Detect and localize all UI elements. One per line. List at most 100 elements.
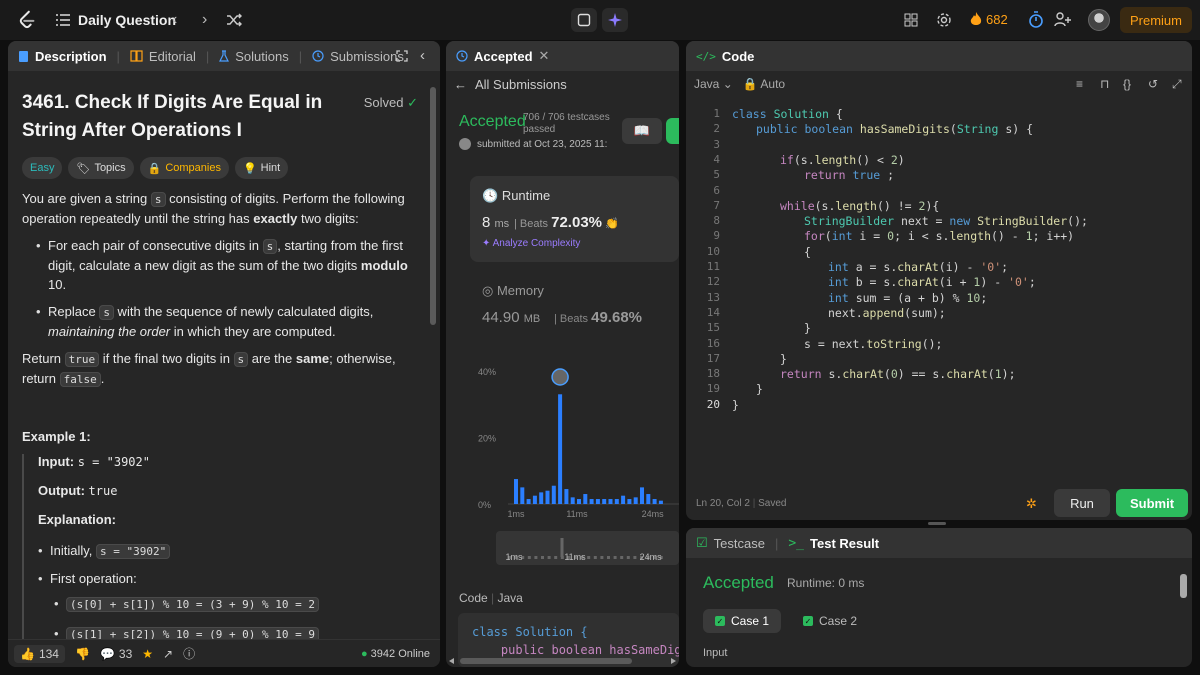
line-number: 12 [706,275,720,289]
settings-gear-icon[interactable] [936,12,952,28]
code-line[interactable]: } [732,397,739,412]
brush-bar [626,556,630,559]
leetcode-logo-icon[interactable] [16,9,38,31]
premium-button[interactable]: Premium [1120,7,1192,33]
format-icon[interactable]: ≡ [1076,77,1084,91]
hint-tag[interactable]: 💡 Hint [234,157,289,179]
case-2-tab[interactable]: ✓ Case 2 [803,614,858,628]
difficulty-tag[interactable]: Easy [22,157,63,179]
memory-value: 44.90 MB [482,309,541,326]
example-explanation-label: Explanation: [38,512,117,527]
code-line[interactable]: class Solution { [732,107,843,121]
tab-description[interactable]: Description [35,48,107,64]
tab-test-result[interactable]: Test Result [810,535,880,551]
braces-icon[interactable]: {} [1123,77,1132,91]
language-select[interactable]: Java ⌄ [694,77,733,91]
code-line[interactable]: } [804,321,811,336]
tab-submissions[interactable]: Submissions [330,48,404,64]
code-line[interactable]: return s.charAt(0) == s.charAt(1); [780,367,1016,382]
line-number: 1 [713,107,720,120]
code-line[interactable]: int a = s.charAt(i) - '0'; [828,260,1009,274]
problem-list-button[interactable]: Daily Question [56,12,176,28]
line-number: 7 [713,198,720,212]
code-line[interactable]: int sum = (a + b) % 10; [828,290,988,305]
share-icon[interactable]: ↗ [163,646,174,661]
code-line[interactable]: } [756,382,763,397]
tab-code[interactable]: Code [721,48,755,64]
dislike-button[interactable]: 👎 [75,647,90,661]
tab-editorial[interactable]: Editorial [148,48,196,64]
horizontal-scrollbar[interactable] [446,655,679,667]
bookmark-icon[interactable]: ⊓ [1100,77,1110,91]
code-line[interactable]: { [804,244,811,259]
auto-mode[interactable]: 🔒 Auto [742,77,786,91]
runtime-distribution-chart[interactable]: 40% 20% 0% 1ms 11ms 24ms 1ms 11ms 24ms [446,356,679,586]
tab-accepted[interactable]: Accepted [474,48,533,64]
memory-label[interactable]: ◎ Memory [482,283,544,298]
code-line[interactable]: int b = s.charAt(i + 1) - '0'; [828,275,1036,290]
brush-bar [613,556,617,559]
submit-button[interactable]: Submit [1116,489,1188,517]
shuffle-icon[interactable] [226,13,242,27]
description-scrollbar[interactable] [430,87,436,325]
all-submissions-link[interactable]: ← All Submissions [454,76,567,92]
book-icon: 📖 [633,123,651,138]
companies-tag[interactable]: 🔒 Companies [139,157,229,179]
collapse-chevron-icon[interactable]: ‹ [420,47,425,64]
code-line[interactable]: return true ; [804,168,895,183]
timer-icon[interactable] [1028,11,1044,28]
brush-bar [554,556,558,559]
line-number: 5 [713,168,720,182]
code-line[interactable]: while(s.length() != 2){ [780,198,940,213]
list-item: Replace s with the sequence of newly cal… [36,302,418,341]
user-avatar[interactable] [1088,9,1110,31]
comments-button[interactable]: 💬 33 [99,646,133,661]
brush-bar [640,556,643,559]
code-line[interactable]: s = next.toString(); [804,336,943,351]
next-problem-icon[interactable]: › [202,11,208,28]
ai-assistant-button[interactable] [602,8,628,32]
reset-icon[interactable]: ↺ [1148,77,1159,91]
solution-button[interactable] [666,118,679,144]
editorial-button[interactable]: 📖 [622,118,662,144]
close-tab-icon[interactable]: ✕ [538,48,550,63]
check-icon: ✓ [803,616,813,626]
streak-counter[interactable]: 682 [970,12,1008,27]
help-icon[interactable]: ⓘ [183,647,196,661]
code-line[interactable]: if(s.length() < 2) [780,152,905,167]
test-scrollbar[interactable] [1180,574,1187,598]
line-number: 13 [706,290,720,304]
code-line[interactable]: next.append(sum); [828,305,946,320]
code-tab-bar: </> Code [686,41,1192,71]
panel-resize-handle[interactable] [928,522,946,525]
tab-testcase[interactable]: Testcase [713,535,765,551]
fullscreen-icon[interactable] [396,50,408,62]
note-icon [577,13,591,27]
add-friend-icon[interactable] [1054,12,1072,27]
run-button[interactable]: Run [1054,489,1110,517]
layout-icon[interactable] [904,13,918,27]
code-line[interactable]: public boolean hasSameDigits(String s) { [756,122,1034,137]
runtime-card[interactable]: 🕓 Runtime 8 ms | Beats 72.03% 👏 ✦ Analyz… [470,176,679,262]
histogram-bar [564,489,569,504]
tab-solutions[interactable]: Solutions [235,48,289,64]
case-1-tab[interactable]: ✓ Case 1 [703,609,782,633]
terminal-icon: >_ [788,535,805,551]
prev-problem-icon[interactable]: ‹ [172,11,178,28]
notes-button[interactable] [571,8,597,32]
brush-bar [521,556,525,559]
clap-icon: 👏 [605,218,619,230]
code-line[interactable]: } [780,351,787,366]
expand-icon[interactable]: ⤢ [1172,77,1182,91]
code-line[interactable]: for(int i = 0; i < s.length() - 1; i++) [804,229,1075,244]
code-line[interactable]: StringBuilder next = new StringBuilder()… [804,214,1088,229]
brush-bar [600,556,604,559]
check-circle-icon: ✓ [407,95,418,110]
like-button[interactable]: 👍 134 [14,644,65,663]
favorite-star-icon[interactable]: ★ [142,646,154,661]
brush-bar [620,556,624,559]
topics-tag[interactable]: 🏷 Topics [68,157,134,179]
analyze-complexity-link[interactable]: ✦ Analyze Complexity [482,238,581,249]
debug-bug-icon[interactable]: ✲ [1026,496,1037,511]
solutions-flask-icon [219,50,230,62]
